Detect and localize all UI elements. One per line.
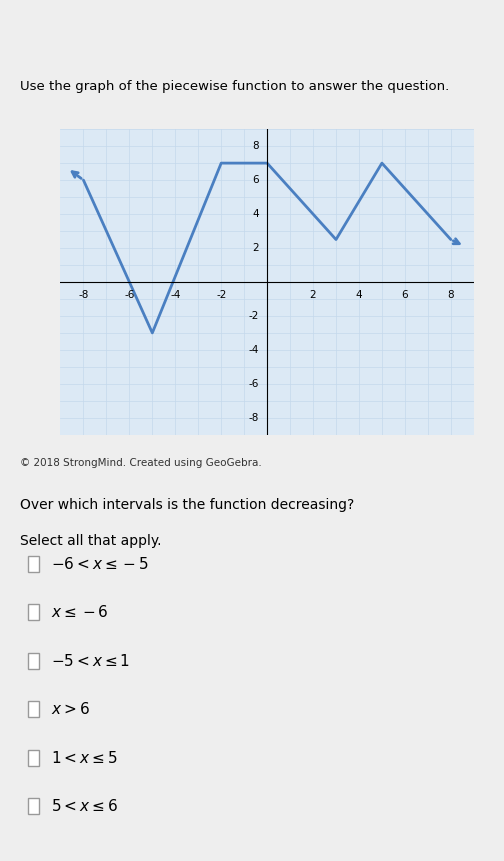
- Text: 6: 6: [253, 175, 259, 185]
- Text: -6: -6: [124, 289, 135, 300]
- Text: $-5 < x \leq 1$: $-5 < x \leq 1$: [51, 653, 131, 669]
- Text: $5 < x \leq 6$: $5 < x \leq 6$: [51, 798, 118, 815]
- Text: -2: -2: [248, 311, 259, 321]
- FancyBboxPatch shape: [28, 798, 39, 815]
- Text: 6: 6: [402, 289, 408, 300]
- FancyBboxPatch shape: [28, 701, 39, 717]
- Text: 4: 4: [356, 289, 362, 300]
- Text: Use the graph of the piecewise function to answer the question.: Use the graph of the piecewise function …: [20, 79, 450, 93]
- Text: 8: 8: [253, 141, 259, 152]
- FancyBboxPatch shape: [28, 653, 39, 669]
- Text: -6: -6: [248, 379, 259, 389]
- FancyBboxPatch shape: [28, 604, 39, 620]
- Text: -4: -4: [170, 289, 180, 300]
- Text: -2: -2: [216, 289, 226, 300]
- Text: 2: 2: [253, 243, 259, 253]
- Text: $x > 6$: $x > 6$: [51, 701, 90, 717]
- Text: © 2018 StrongMind. Created using GeoGebra.: © 2018 StrongMind. Created using GeoGebr…: [20, 458, 262, 468]
- Text: Select all that apply.: Select all that apply.: [20, 534, 162, 548]
- FancyBboxPatch shape: [28, 555, 39, 572]
- Text: -4: -4: [248, 345, 259, 355]
- Text: 2: 2: [310, 289, 317, 300]
- Text: $1 < x \leq 5$: $1 < x \leq 5$: [51, 750, 118, 765]
- Text: -8: -8: [248, 412, 259, 423]
- Text: 4: 4: [253, 209, 259, 219]
- FancyBboxPatch shape: [28, 750, 39, 765]
- Text: $-6 < x \leq -5$: $-6 < x \leq -5$: [51, 555, 149, 572]
- Text: 8: 8: [448, 289, 454, 300]
- Text: -8: -8: [78, 289, 89, 300]
- Text: $x \leq -6$: $x \leq -6$: [51, 604, 109, 620]
- Text: Over which intervals is the function decreasing?: Over which intervals is the function dec…: [20, 499, 354, 512]
